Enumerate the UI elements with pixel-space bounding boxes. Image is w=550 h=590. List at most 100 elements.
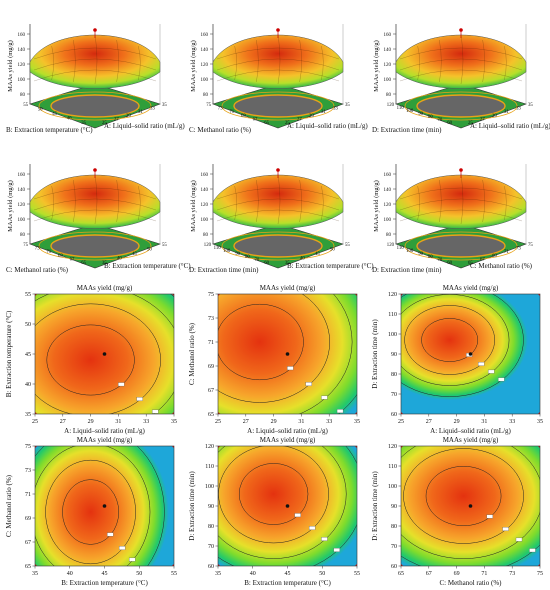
z-tick-label: 120 [18, 203, 26, 208]
back-tick-label: 80 [428, 115, 433, 120]
back-tick-label: 65 [264, 121, 269, 126]
contour-value-label [336, 409, 344, 414]
contour-line [401, 294, 524, 397]
front-axis-label: A: Liquid–solid ratio (mL/g) [104, 122, 185, 130]
design-point [538, 412, 540, 414]
y-tick-label: 71 [25, 492, 31, 498]
back-tick-label: 69 [241, 114, 246, 119]
y-tick-label: 73 [208, 316, 214, 322]
contour-plot-4: MAAs yield (mg/g) 35 40 45 50 55 65 67 69 71 73 75 B… [5, 436, 177, 587]
z-axis-label: MAAs yield (mg/g) [373, 40, 380, 92]
contour-value-label [305, 382, 312, 386]
z-tick-label: 140 [18, 188, 26, 193]
surface-mesh-line [482, 179, 485, 223]
contour-value-label [498, 377, 505, 382]
contour-line [46, 324, 135, 396]
back-tick-label: 73 [35, 247, 40, 252]
z-tick-label: 80 [386, 233, 392, 238]
front-tick-label: 55 [345, 243, 350, 248]
y-tick-label: 50 [25, 322, 31, 328]
front-tick-label: 55 [162, 243, 167, 248]
surface-mesh-line [460, 33, 464, 85]
front-tick-label: 29 [309, 114, 314, 119]
surface-mesh-line [116, 39, 119, 83]
y-axis-label: D: Extraction time (min) [371, 471, 379, 541]
back-tick-label: 60 [447, 261, 452, 266]
surface-mesh-line [399, 47, 523, 60]
x-axis-label: A: Liquid–solid ratio (mL/g) [430, 427, 511, 435]
back-tick-label: 75 [206, 103, 211, 108]
contour-value-label [333, 548, 340, 552]
back-tick-label: 35 [81, 121, 86, 126]
surface-mesh-line [33, 58, 157, 71]
front-tick-label: 33 [150, 107, 155, 112]
x-tick-label: 45 [285, 571, 291, 577]
surface-mesh-line [33, 47, 157, 60]
y-tick-label: 120 [388, 444, 397, 450]
design-point [35, 412, 37, 414]
front-tick-label: 31 [138, 110, 143, 115]
z-axis-label: MAAs yield (mg/g) [373, 180, 380, 232]
back-tick-label: 100 [406, 109, 414, 114]
surface-mesh-line [256, 179, 259, 223]
surface-mesh-line [321, 185, 324, 221]
contour-line [218, 446, 329, 544]
surface-mesh-line [439, 179, 442, 223]
x-tick-label: 40 [67, 571, 73, 577]
y-tick-label: 69 [25, 516, 31, 522]
front-tick-label: 35 [102, 261, 107, 266]
z-tick-label: 80 [20, 233, 26, 238]
front-tick-label: 33 [516, 107, 521, 112]
x-tick-label: 27 [243, 419, 249, 425]
y-tick-label: 35 [25, 412, 31, 418]
back-tick-label: 55 [23, 103, 28, 108]
x-tick-label: 33 [509, 419, 515, 425]
floor-contour [416, 94, 506, 118]
design-point [218, 564, 220, 566]
floor-contour-outer [221, 91, 335, 121]
optimum-point [285, 504, 290, 508]
y-tick-label: 60 [391, 564, 397, 570]
contour-line [425, 466, 502, 526]
y-tick-label: 73 [25, 468, 31, 474]
surface-mesh-line [439, 39, 442, 83]
back-tick-label: 70 [438, 258, 443, 263]
x-tick-label: 35 [354, 419, 360, 425]
surface-mesh-line [460, 173, 464, 225]
contour-line [421, 318, 479, 362]
contour-line [62, 479, 119, 545]
surface-mesh-line [33, 187, 157, 200]
x-tick-label: 29 [271, 419, 277, 425]
x-tick-label: 29 [454, 419, 460, 425]
y-axis-label: B: Extraction temperature (°C) [5, 310, 13, 397]
design-point [35, 294, 37, 296]
plot-title: MAAs yield (mg/g) [77, 436, 133, 444]
design-point [401, 564, 403, 566]
back-tick-label: 120 [387, 243, 395, 248]
y-tick-label: 71 [208, 340, 214, 346]
surface-mesh-line [216, 209, 340, 222]
front-tick-label: 27 [297, 117, 302, 122]
surface-mesh-line [234, 185, 237, 221]
front-axis-label: A: Liquid–solid ratio (mL/g) [470, 122, 550, 130]
contour-value-label [515, 537, 523, 542]
front-tick-label: 71 [504, 250, 509, 255]
design-point [218, 412, 220, 414]
surface-mesh-line [33, 69, 157, 82]
contour-value-label [478, 362, 485, 366]
z-tick-label: 120 [384, 63, 392, 68]
contour-value-label [529, 548, 536, 553]
back-tick-label: 65 [81, 261, 86, 266]
contour-line [401, 446, 540, 559]
surface-mesh-line [216, 47, 340, 60]
front-tick-label: 27 [480, 117, 485, 122]
z-tick-label: 160 [201, 33, 209, 38]
z-axis-label: MAAs yield (mg/g) [7, 180, 14, 232]
contour-plot-5: MAAs yield (mg/g) 35 40 45 50 55 60 70 80 90 100 11… [188, 436, 360, 587]
x-tick-label: 27 [60, 419, 66, 425]
response-surface [29, 174, 161, 229]
x-axis-label: C: Methanol ratio (%) [439, 579, 502, 587]
plot-frame [217, 293, 358, 415]
y-tick-label: 90 [208, 504, 214, 510]
surface-mesh-line [399, 198, 523, 211]
